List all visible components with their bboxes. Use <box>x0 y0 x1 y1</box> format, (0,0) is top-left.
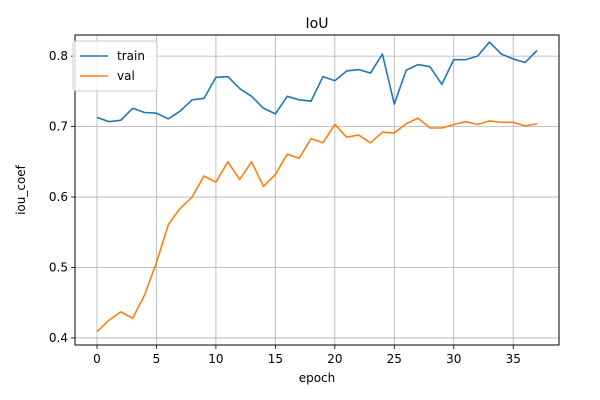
y-tick-label: 0.5 <box>49 261 68 275</box>
series-line-train <box>96 41 538 123</box>
x-axis-title: epoch <box>299 371 336 385</box>
grid-layer <box>75 35 559 345</box>
legend-label-train: train <box>117 49 145 63</box>
plot-frame <box>74 34 560 346</box>
tick-layer: 0 5 10 15 20 25 30 35 0.4 0.5 0.6 0.7 0.8 <box>49 49 521 366</box>
y-tick-label: 0.7 <box>49 120 68 134</box>
series-layer <box>96 41 538 333</box>
y-tick-label: 0.8 <box>49 49 68 63</box>
legend-box <box>72 40 158 92</box>
x-tick-label: 0 <box>93 352 101 366</box>
x-tick-label: 5 <box>153 352 161 366</box>
x-tick-label: 15 <box>268 352 283 366</box>
y-tick-label: 0.4 <box>49 331 68 345</box>
x-tick-label: 35 <box>506 352 521 366</box>
x-tick-label: 30 <box>446 352 461 366</box>
x-tick-label: 10 <box>208 352 223 366</box>
chart-title: IoU <box>306 16 329 32</box>
x-tick-label: 20 <box>327 352 342 366</box>
y-axis-title: iou_coef <box>14 164 28 215</box>
legend-label-val: val <box>117 69 135 83</box>
legend: train val <box>72 40 158 92</box>
x-tick-label: 25 <box>387 352 402 366</box>
y-tick-label: 0.6 <box>49 190 68 204</box>
series-line-val <box>96 117 538 333</box>
